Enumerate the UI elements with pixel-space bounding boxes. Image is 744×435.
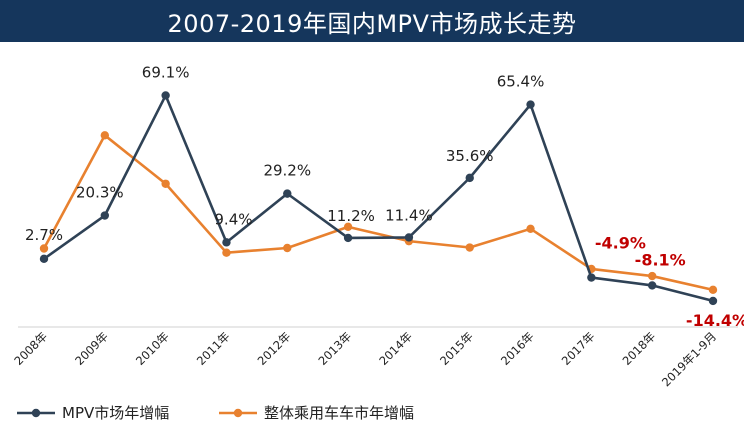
series-0-point-0 <box>39 254 49 264</box>
x-tick-label-4: 2012年 <box>255 329 294 368</box>
series-0-point-10 <box>647 281 657 290</box>
series-1-point-8 <box>526 224 535 234</box>
series-1-point-4 <box>283 243 292 253</box>
series-0-point-3 <box>222 238 231 247</box>
x-tick-layer: 2008年 2009年 2010年 2011年 2012年 2013年 2014年 2015年… <box>11 329 719 389</box>
series-0-point-9 <box>587 273 596 282</box>
series-1-point-11 <box>708 285 718 295</box>
data-label-6: 11.4% <box>385 206 433 224</box>
series-1-point-5 <box>343 222 353 232</box>
series-1-point-0 <box>39 244 49 253</box>
data-label-11: -14.4% <box>686 311 744 330</box>
series-1-point-3 <box>222 248 231 257</box>
x-tick-label-8: 2016年 <box>498 329 537 368</box>
data-label-8: 65.4% <box>497 73 545 91</box>
series-0-point-7 <box>465 173 474 183</box>
data-label-1: 20.3% <box>76 184 124 202</box>
x-tick-label-9: 2017年 <box>559 329 598 368</box>
legend-marker-0 <box>31 408 41 418</box>
x-tick-label-6: 2014年 <box>376 329 415 368</box>
series-0-point-1 <box>100 211 110 220</box>
data-label-3: 9.4% <box>214 210 252 228</box>
x-tick-label-10: 2018年 <box>620 329 659 368</box>
data-label-layer: 2.7% 20.3% 69.1% 9.4% 29.2% 11.2% 11.4% 35.6% 65… <box>25 63 744 329</box>
legend-label-1: 整体乘用车车市年增幅 <box>264 404 414 422</box>
series-0-point-8 <box>526 100 535 109</box>
legend-label-0: MPV市场年增幅 <box>62 404 169 422</box>
x-tick-label-7: 2015年 <box>437 329 476 368</box>
x-tick-label-0: 2008年 <box>11 329 50 368</box>
x-tick-label-2: 2010年 <box>133 329 172 368</box>
data-label-9: -4.9% <box>595 234 646 253</box>
data-label-2: 69.1% <box>142 63 190 81</box>
series-layer <box>39 91 718 306</box>
series-0-point-2 <box>161 91 170 100</box>
legend-marker-1 <box>233 408 243 418</box>
series-0-point-11 <box>708 296 718 306</box>
series-1-point-10 <box>647 271 657 281</box>
x-tick-label-1: 2009年 <box>72 329 111 368</box>
data-label-7: 35.6% <box>446 147 494 165</box>
x-tick-label-11: 2019年1-9月 <box>659 329 719 389</box>
series-1-point-1 <box>100 131 110 140</box>
series-0-point-4 <box>283 189 292 198</box>
series-1-point-2 <box>161 179 170 188</box>
x-tick-label-3: 2011年 <box>194 329 233 368</box>
series-0-point-5 <box>343 233 353 243</box>
x-tick-label-5: 2013年 <box>315 329 354 368</box>
series-0-point-6 <box>404 233 414 242</box>
legend: MPV市场年增幅 整体乘用车车市年增幅 <box>17 404 414 422</box>
series-line-1 <box>42 133 714 292</box>
data-label-0: 2.7% <box>25 226 63 244</box>
series-1-point-7 <box>465 243 474 252</box>
data-label-4: 29.2% <box>263 162 311 180</box>
chart-title: 2007-2019年国内MPV市场成长走势 <box>0 0 744 42</box>
data-label-10: -8.1% <box>635 250 686 269</box>
series-line-0 <box>43 94 714 303</box>
data-label-5: 11.2% <box>327 207 375 225</box>
